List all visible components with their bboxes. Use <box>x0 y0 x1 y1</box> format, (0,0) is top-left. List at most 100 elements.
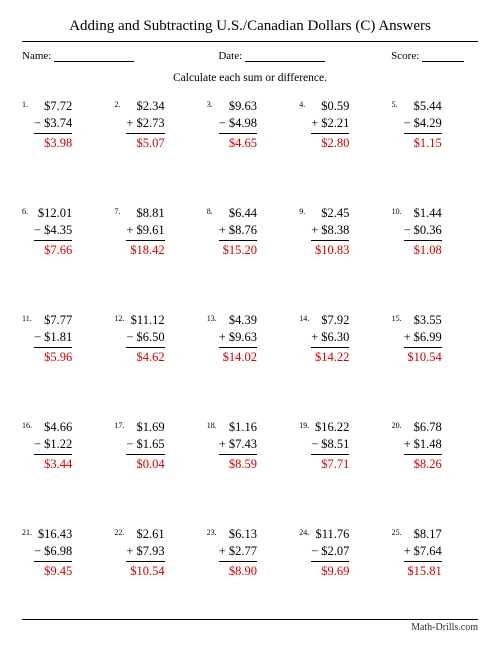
operator: − <box>34 543 41 560</box>
answer: $1.08 <box>404 242 442 259</box>
problem-6: 6.$12.01−$4.35$7.66 <box>22 205 108 290</box>
problem-number: 15. <box>392 312 404 323</box>
problem-number: 12. <box>114 312 126 323</box>
problem-number: 2. <box>114 98 126 109</box>
operand-a: $0.59 <box>311 98 349 115</box>
problem-number: 1. <box>22 98 34 109</box>
answer: $4.65 <box>219 135 257 152</box>
operand-a: $16.22 <box>311 419 349 436</box>
problem-stack: $2.45+$8.38$10.83 <box>311 205 349 259</box>
operand-row: −$4.98 <box>219 115 257 134</box>
problem-stack: $8.17+$7.64$15.81 <box>404 526 442 580</box>
problem-9: 9.$2.45+$8.38$10.83 <box>299 205 385 290</box>
answer: $10.54 <box>126 563 164 580</box>
name-blank <box>54 50 134 62</box>
operand-b: $3.74 <box>44 115 72 132</box>
operand-b: $4.98 <box>229 115 257 132</box>
problem-13: 13.$4.39+$9.63$14.02 <box>207 312 293 397</box>
operator: − <box>311 543 318 560</box>
operand-row: +$1.48 <box>404 436 442 455</box>
operator: + <box>219 543 226 560</box>
problem-number: 13. <box>207 312 219 323</box>
operand-row: −$6.50 <box>126 329 164 348</box>
problem-stack: $12.01−$4.35$7.66 <box>34 205 72 259</box>
problem-7: 7.$8.81+$9.61$18.42 <box>114 205 200 290</box>
answer: $3.44 <box>34 456 72 473</box>
operand-a: $1.44 <box>404 205 442 222</box>
operand-a: $7.72 <box>34 98 72 115</box>
operand-b: $2.07 <box>321 543 349 560</box>
problem-stack: $11.12−$6.50$4.62 <box>126 312 164 366</box>
problem-stack: $11.76−$2.07$9.69 <box>311 526 349 580</box>
problem-stack: $8.81+$9.61$18.42 <box>126 205 164 259</box>
operand-row: +$8.76 <box>219 222 257 241</box>
operand-row: −$1.65 <box>126 436 164 455</box>
problem-number: 22. <box>114 526 126 537</box>
answer: $1.15 <box>404 135 442 152</box>
problem-grid: 1.$7.72−$3.74$3.982.$2.34+$2.73$5.073.$9… <box>22 98 478 611</box>
answer: $15.81 <box>404 563 442 580</box>
operator: − <box>34 115 41 132</box>
problem-stack: $2.61+$7.93$10.54 <box>126 526 164 580</box>
problem-4: 4.$0.59+$2.21$2.80 <box>299 98 385 183</box>
operand-a: $9.63 <box>219 98 257 115</box>
operator: + <box>219 329 226 346</box>
operator: + <box>219 222 226 239</box>
problem-8: 8.$6.44+$8.76$15.20 <box>207 205 293 290</box>
problem-number: 18. <box>207 419 219 430</box>
problem-number: 4. <box>299 98 311 109</box>
operand-a: $2.61 <box>126 526 164 543</box>
operand-b: $1.65 <box>136 436 164 453</box>
title-rule <box>22 41 478 42</box>
problem-11: 11.$7.77−$1.81$5.96 <box>22 312 108 397</box>
operand-a: $6.78 <box>404 419 442 436</box>
operand-row: +$6.99 <box>404 329 442 348</box>
operand-row: +$7.93 <box>126 543 164 562</box>
operand-a: $7.92 <box>311 312 349 329</box>
problem-number: 6. <box>22 205 34 216</box>
operator: − <box>34 329 41 346</box>
problem-19: 19.$16.22−$8.51$7.71 <box>299 419 385 504</box>
operand-a: $1.16 <box>219 419 257 436</box>
operator: − <box>219 115 226 132</box>
operand-row: +$7.64 <box>404 543 442 562</box>
problem-stack: $1.44−$0.36$1.08 <box>404 205 442 259</box>
operand-b: $7.93 <box>136 543 164 560</box>
operand-row: +$2.77 <box>219 543 257 562</box>
problem-stack: $6.44+$8.76$15.20 <box>219 205 257 259</box>
operand-a: $5.44 <box>404 98 442 115</box>
answer: $8.26 <box>404 456 442 473</box>
problem-5: 5.$5.44−$4.29$1.15 <box>392 98 478 183</box>
date-blank <box>245 50 325 62</box>
problem-16: 16.$4.66−$1.22$3.44 <box>22 419 108 504</box>
problem-stack: $16.43−$6.98$9.45 <box>34 526 72 580</box>
operator: + <box>404 329 411 346</box>
operand-b: $6.30 <box>321 329 349 346</box>
operand-row: +$6.30 <box>311 329 349 348</box>
problem-1: 1.$7.72−$3.74$3.98 <box>22 98 108 183</box>
operator: + <box>126 222 133 239</box>
answer: $4.62 <box>126 349 164 366</box>
operand-a: $3.55 <box>404 312 442 329</box>
problem-number: 24. <box>299 526 311 537</box>
answer: $0.04 <box>126 456 164 473</box>
operator: + <box>404 543 411 560</box>
answer: $9.45 <box>34 563 72 580</box>
answer: $8.59 <box>219 456 257 473</box>
problem-stack: $5.44−$4.29$1.15 <box>404 98 442 152</box>
operand-b: $2.77 <box>229 543 257 560</box>
operator: − <box>311 436 318 453</box>
operand-a: $2.45 <box>311 205 349 222</box>
problem-number: 11. <box>22 312 34 323</box>
answer: $5.96 <box>34 349 72 366</box>
problem-15: 15.$3.55+$6.99$10.54 <box>392 312 478 397</box>
operand-row: −$1.22 <box>34 436 72 455</box>
operand-a: $11.12 <box>126 312 164 329</box>
answer: $14.22 <box>311 349 349 366</box>
operand-a: $4.39 <box>219 312 257 329</box>
footer-text: Math-Drills.com <box>22 619 478 633</box>
operand-b: $4.35 <box>44 222 72 239</box>
problem-stack: $9.63−$4.98$4.65 <box>219 98 257 152</box>
score-blank <box>422 50 464 62</box>
problem-number: 5. <box>392 98 404 109</box>
